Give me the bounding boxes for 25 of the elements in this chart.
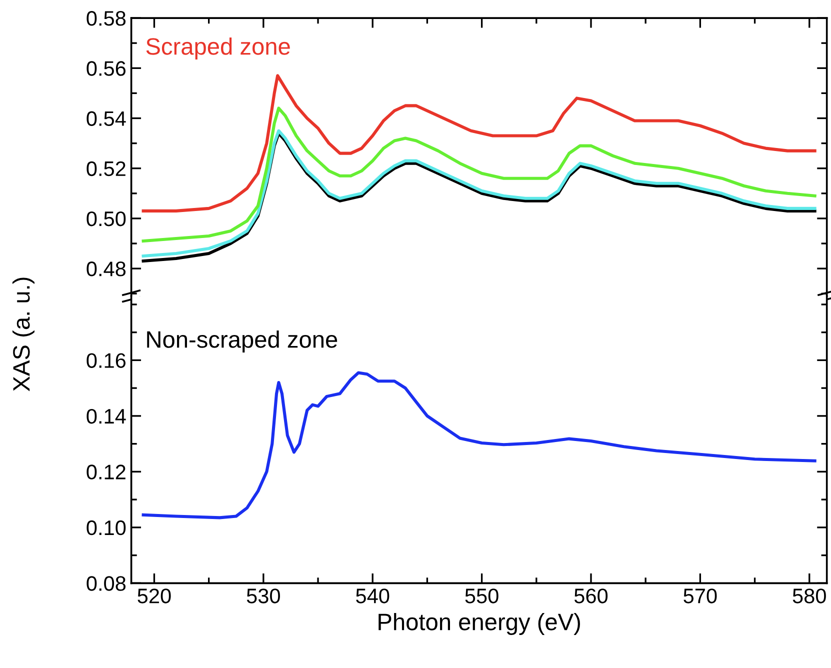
x-tick-label: 580 <box>792 588 826 604</box>
y-tick-label: 0.14 <box>86 408 126 424</box>
annotation: Scraped zone <box>146 38 290 60</box>
x-tick-label: 530 <box>246 588 280 604</box>
y-tick-label: 0.56 <box>86 61 126 76</box>
x-tick-label: 520 <box>138 588 171 604</box>
y-tick-label: 0.58 <box>86 11 126 26</box>
line-series <box>142 371 816 520</box>
y-tick-label: 0.50 <box>86 211 126 226</box>
y-tick-label: 0.16 <box>86 353 126 368</box>
x-tick-label: 550 <box>465 588 498 604</box>
line-series <box>142 106 816 243</box>
y-tick-label: 0.10 <box>86 520 126 536</box>
x-axis-title: Photon energy (eV) <box>378 613 580 636</box>
x-tick-label: 560 <box>574 588 608 604</box>
x-tick-label: 570 <box>684 588 717 604</box>
y-tick-label: 0.52 <box>86 161 126 176</box>
line-series <box>142 74 816 212</box>
y-tick-label: 0.54 <box>86 111 126 126</box>
y-tick-label: 0.12 <box>86 464 126 480</box>
y-axis-title: XAS (a. u.) <box>12 278 34 392</box>
annotation: Non-scraped zone <box>147 330 338 353</box>
y-tick-label: 0.08 <box>86 576 126 591</box>
x-tick-label: 540 <box>356 588 390 604</box>
y-tick-label: 0.48 <box>86 262 126 276</box>
